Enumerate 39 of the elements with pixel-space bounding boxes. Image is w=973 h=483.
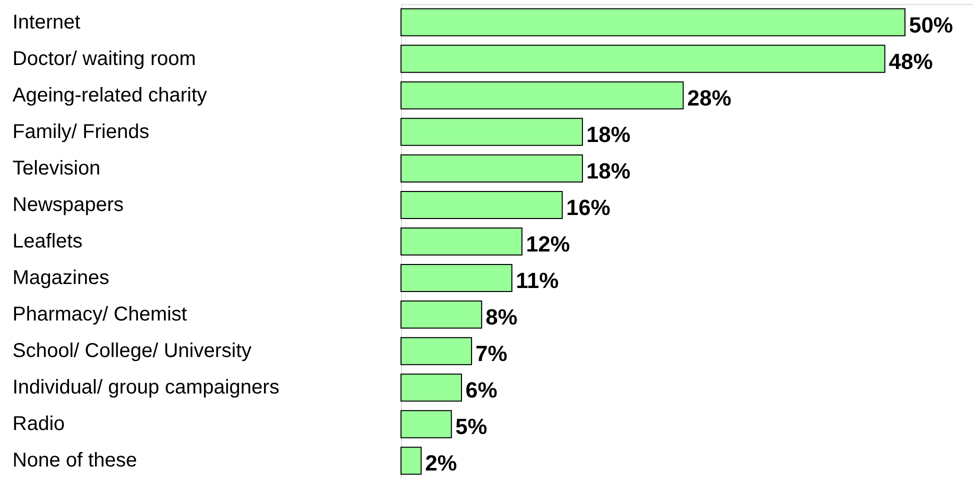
- bar: [400, 154, 583, 182]
- y-tick-label: Television: [12, 157, 100, 180]
- bar: [400, 190, 563, 219]
- data-label: 11%: [516, 268, 559, 294]
- y-tick-label: School/ College/ University: [12, 340, 252, 362]
- y-tick-label: Leaflets: [12, 230, 83, 252]
- y-tick-label: Magazines: [12, 267, 110, 290]
- data-label: 2%: [425, 450, 457, 476]
- y-tick-label: Internet: [12, 11, 81, 34]
- bar: [400, 300, 482, 329]
- bar: [400, 8, 906, 36]
- data-label: 12%: [526, 232, 570, 256]
- data-label: 16%: [566, 194, 610, 220]
- bar: [400, 374, 462, 402]
- bar: [400, 227, 522, 256]
- y-tick-label: Pharmacy/ Chemist: [12, 304, 188, 326]
- data-label: 6%: [465, 378, 498, 403]
- y-tick-label: Radio: [12, 413, 65, 436]
- y-tick-label: Individual/ group campaigners: [12, 376, 280, 399]
- bar: [400, 44, 886, 73]
- bar: [400, 118, 583, 146]
- bar: [400, 410, 452, 438]
- y-tick-label: Doctor/ waiting room: [12, 48, 196, 70]
- data-label: 5%: [455, 414, 488, 440]
- data-label: 7%: [476, 341, 508, 366]
- bar: [400, 81, 684, 110]
- y-tick-label: Family/ Friends: [12, 120, 150, 143]
- data-label: 18%: [586, 158, 630, 184]
- bar: [400, 264, 512, 292]
- data-label: 28%: [687, 85, 732, 110]
- y-tick-label: None of these: [12, 450, 138, 472]
- y-tick-label: Ageing-related charity: [12, 84, 208, 106]
- bar: [400, 337, 472, 366]
- bar: [400, 446, 422, 475]
- data-label: 50%: [908, 12, 954, 38]
- data-label: 8%: [486, 304, 518, 330]
- data-label: 18%: [586, 122, 630, 147]
- data-label: 48%: [888, 48, 933, 74]
- y-tick-label: Newspapers: [12, 194, 124, 216]
